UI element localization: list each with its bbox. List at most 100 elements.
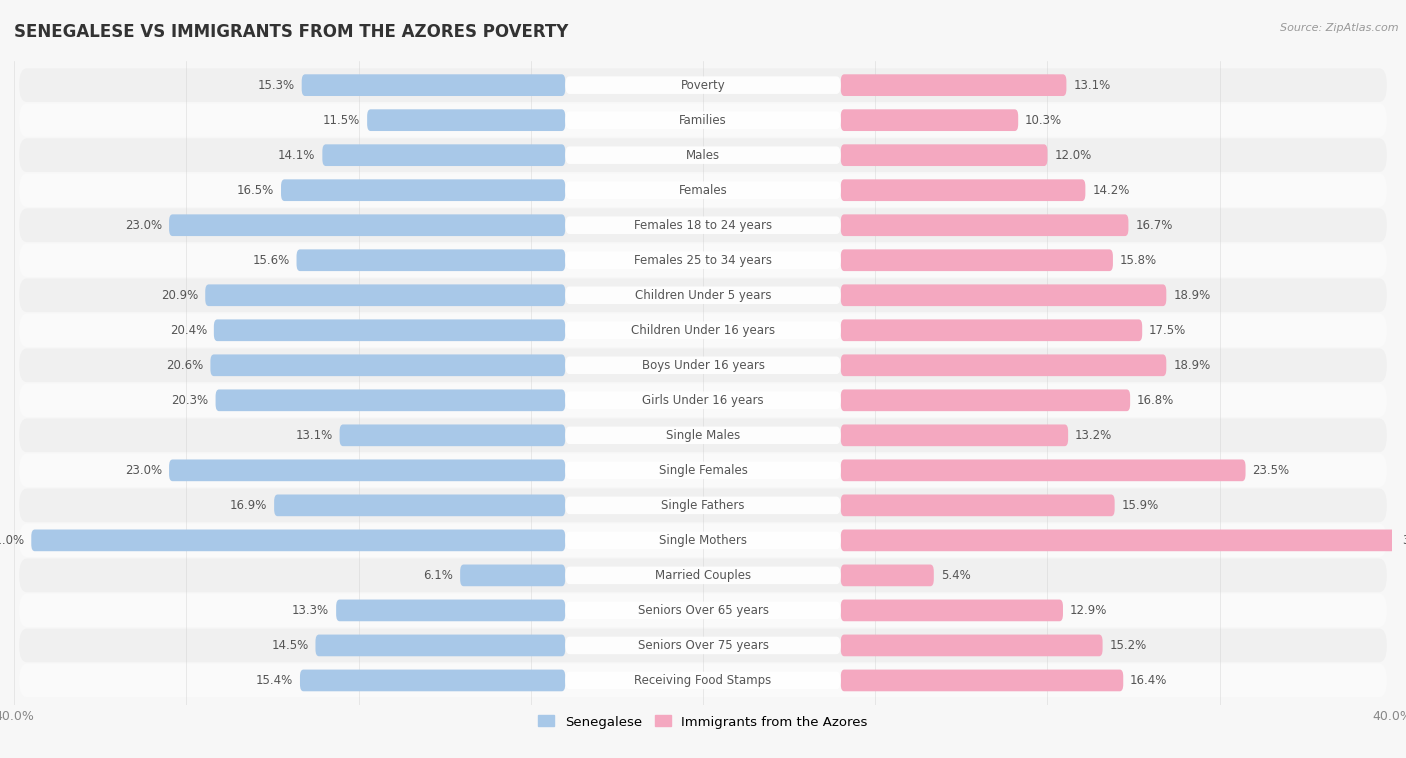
FancyBboxPatch shape	[20, 314, 1386, 347]
FancyBboxPatch shape	[169, 459, 565, 481]
FancyBboxPatch shape	[297, 249, 565, 271]
FancyBboxPatch shape	[565, 531, 841, 549]
FancyBboxPatch shape	[20, 349, 1386, 382]
FancyBboxPatch shape	[841, 74, 1066, 96]
Text: Single Females: Single Females	[658, 464, 748, 477]
FancyBboxPatch shape	[565, 462, 841, 479]
FancyBboxPatch shape	[841, 424, 1069, 446]
Text: Source: ZipAtlas.com: Source: ZipAtlas.com	[1281, 23, 1399, 33]
FancyBboxPatch shape	[281, 180, 565, 201]
Text: 18.9%: 18.9%	[1173, 289, 1211, 302]
FancyBboxPatch shape	[841, 530, 1395, 551]
FancyBboxPatch shape	[20, 384, 1386, 417]
Text: 13.3%: 13.3%	[292, 604, 329, 617]
FancyBboxPatch shape	[20, 524, 1386, 557]
Text: Single Males: Single Males	[666, 429, 740, 442]
FancyBboxPatch shape	[841, 355, 1167, 376]
Text: 13.2%: 13.2%	[1076, 429, 1112, 442]
Text: 15.3%: 15.3%	[257, 79, 295, 92]
FancyBboxPatch shape	[20, 139, 1386, 172]
Text: 12.0%: 12.0%	[1054, 149, 1091, 161]
FancyBboxPatch shape	[169, 215, 565, 236]
FancyBboxPatch shape	[565, 672, 841, 689]
Text: 23.5%: 23.5%	[1253, 464, 1289, 477]
FancyBboxPatch shape	[841, 600, 1063, 622]
Text: 6.1%: 6.1%	[423, 569, 453, 582]
Text: Girls Under 16 years: Girls Under 16 years	[643, 394, 763, 407]
Text: 20.9%: 20.9%	[162, 289, 198, 302]
FancyBboxPatch shape	[322, 144, 565, 166]
Text: 18.9%: 18.9%	[1173, 359, 1211, 371]
Text: 12.9%: 12.9%	[1070, 604, 1108, 617]
Text: 15.8%: 15.8%	[1119, 254, 1157, 267]
Text: 16.4%: 16.4%	[1130, 674, 1167, 687]
FancyBboxPatch shape	[841, 459, 1246, 481]
FancyBboxPatch shape	[565, 602, 841, 619]
FancyBboxPatch shape	[315, 634, 565, 656]
Text: Poverty: Poverty	[681, 79, 725, 92]
FancyBboxPatch shape	[205, 284, 565, 306]
FancyBboxPatch shape	[20, 418, 1386, 452]
Text: 13.1%: 13.1%	[295, 429, 333, 442]
Text: Single Mothers: Single Mothers	[659, 534, 747, 547]
FancyBboxPatch shape	[841, 249, 1114, 271]
Text: Seniors Over 75 years: Seniors Over 75 years	[637, 639, 769, 652]
FancyBboxPatch shape	[841, 669, 1123, 691]
FancyBboxPatch shape	[367, 109, 565, 131]
FancyBboxPatch shape	[274, 494, 565, 516]
Legend: Senegalese, Immigrants from the Azores: Senegalese, Immigrants from the Azores	[533, 710, 873, 734]
FancyBboxPatch shape	[565, 392, 841, 409]
Text: Single Fathers: Single Fathers	[661, 499, 745, 512]
FancyBboxPatch shape	[841, 494, 1115, 516]
FancyBboxPatch shape	[841, 319, 1142, 341]
Text: 32.2%: 32.2%	[1402, 534, 1406, 547]
Text: 20.6%: 20.6%	[166, 359, 204, 371]
Text: 15.9%: 15.9%	[1122, 499, 1159, 512]
FancyBboxPatch shape	[841, 144, 1047, 166]
FancyBboxPatch shape	[565, 77, 841, 94]
FancyBboxPatch shape	[565, 111, 841, 129]
FancyBboxPatch shape	[20, 243, 1386, 277]
Text: 11.5%: 11.5%	[323, 114, 360, 127]
FancyBboxPatch shape	[20, 208, 1386, 242]
FancyBboxPatch shape	[20, 489, 1386, 522]
FancyBboxPatch shape	[340, 424, 565, 446]
FancyBboxPatch shape	[31, 530, 565, 551]
FancyBboxPatch shape	[841, 390, 1130, 411]
FancyBboxPatch shape	[20, 628, 1386, 662]
Text: Receiving Food Stamps: Receiving Food Stamps	[634, 674, 772, 687]
Text: 15.6%: 15.6%	[253, 254, 290, 267]
FancyBboxPatch shape	[20, 594, 1386, 627]
Text: 5.4%: 5.4%	[941, 569, 970, 582]
Text: 15.4%: 15.4%	[256, 674, 292, 687]
Text: 23.0%: 23.0%	[125, 219, 162, 232]
Text: 13.1%: 13.1%	[1073, 79, 1111, 92]
Text: Boys Under 16 years: Boys Under 16 years	[641, 359, 765, 371]
Text: Families: Families	[679, 114, 727, 127]
Text: Seniors Over 65 years: Seniors Over 65 years	[637, 604, 769, 617]
FancyBboxPatch shape	[565, 217, 841, 234]
FancyBboxPatch shape	[565, 567, 841, 584]
Text: 23.0%: 23.0%	[125, 464, 162, 477]
Text: Males: Males	[686, 149, 720, 161]
FancyBboxPatch shape	[460, 565, 565, 586]
Text: 14.1%: 14.1%	[278, 149, 315, 161]
FancyBboxPatch shape	[214, 319, 565, 341]
Text: 15.2%: 15.2%	[1109, 639, 1147, 652]
Text: 20.4%: 20.4%	[170, 324, 207, 337]
FancyBboxPatch shape	[565, 146, 841, 164]
FancyBboxPatch shape	[302, 74, 565, 96]
FancyBboxPatch shape	[565, 427, 841, 444]
Text: 31.0%: 31.0%	[0, 534, 24, 547]
FancyBboxPatch shape	[20, 68, 1386, 102]
Text: Married Couples: Married Couples	[655, 569, 751, 582]
Text: 16.8%: 16.8%	[1137, 394, 1174, 407]
FancyBboxPatch shape	[20, 453, 1386, 487]
FancyBboxPatch shape	[841, 109, 1018, 131]
FancyBboxPatch shape	[841, 565, 934, 586]
FancyBboxPatch shape	[565, 181, 841, 199]
FancyBboxPatch shape	[215, 390, 565, 411]
Text: 16.5%: 16.5%	[236, 183, 274, 196]
FancyBboxPatch shape	[841, 284, 1167, 306]
Text: 16.9%: 16.9%	[229, 499, 267, 512]
